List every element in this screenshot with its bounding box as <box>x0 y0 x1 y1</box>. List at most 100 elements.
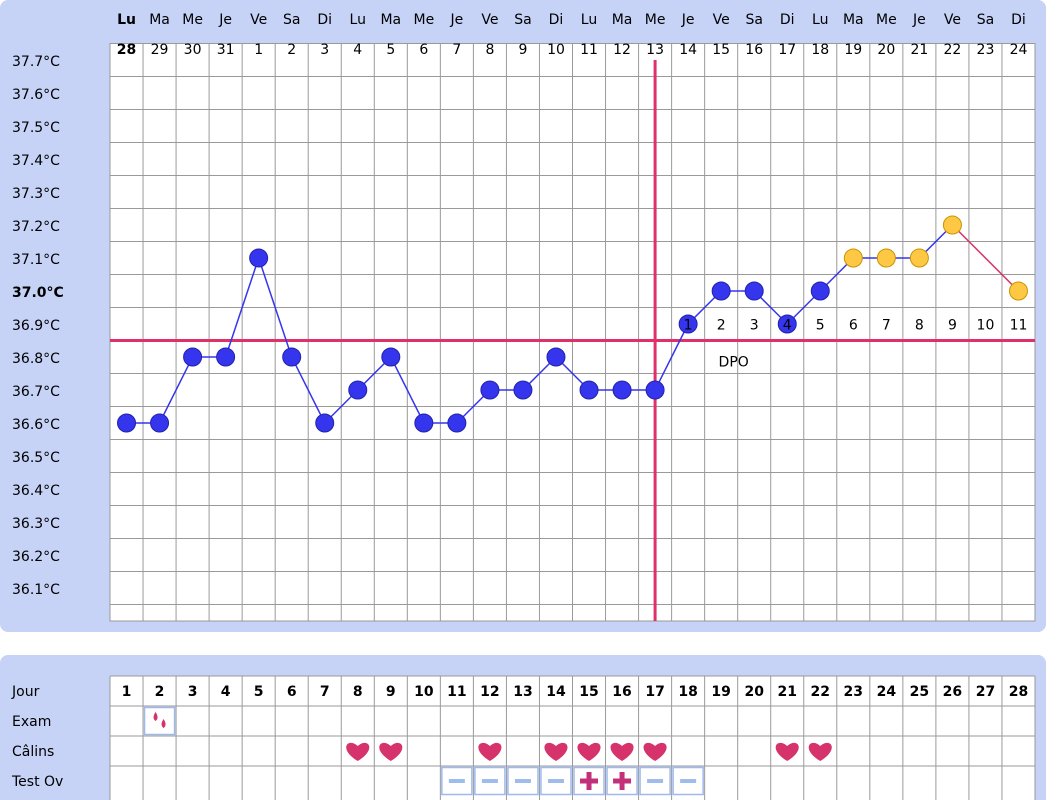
dpo-label: 4 <box>783 318 792 334</box>
day-number: 18 <box>678 684 697 700</box>
dpo-title: DPO <box>719 355 749 371</box>
y-tick-label: 37.5°C <box>12 120 60 136</box>
test-cell <box>474 766 506 796</box>
row-label: Jour <box>11 684 40 700</box>
date-label: 1 <box>254 42 263 58</box>
heart <box>346 742 370 761</box>
test-positive <box>580 772 599 790</box>
date-label: 10 <box>547 42 565 58</box>
weekday-label: Ve <box>250 12 267 28</box>
temperature-point <box>447 413 467 433</box>
weekday-label: Di <box>780 12 795 28</box>
dpo-label: 8 <box>915 318 924 334</box>
heart <box>544 742 568 761</box>
date-label: 11 <box>580 42 598 58</box>
weekday-label: Ve <box>481 12 498 28</box>
dpo-label: 1 <box>684 318 693 334</box>
day-number: 24 <box>877 684 897 700</box>
day-number: 9 <box>386 684 396 700</box>
day-number: 17 <box>645 684 664 700</box>
y-tick-label: 37.4°C <box>12 153 60 169</box>
temperature-point <box>546 347 566 367</box>
test-negative <box>448 779 465 783</box>
date-label: 13 <box>646 42 664 58</box>
date-label: 4 <box>353 42 362 58</box>
date-label: 22 <box>943 42 961 58</box>
exam-drop <box>153 712 166 728</box>
dpo-label: 10 <box>977 318 995 334</box>
y-tick-label: 37.7°C <box>12 54 60 70</box>
test-cell <box>639 766 671 796</box>
plot-border <box>109 43 1036 622</box>
weekday-label: Me <box>413 12 434 28</box>
day-number: 12 <box>480 684 499 700</box>
day-number: 11 <box>447 684 466 700</box>
date-label: 18 <box>811 42 829 58</box>
day-number: 2 <box>155 684 165 700</box>
weekday-label: Sa <box>514 12 531 28</box>
y-tick-label: 36.3°C <box>12 516 60 532</box>
test-negative <box>514 779 531 783</box>
date-label: 30 <box>184 42 202 58</box>
y-tick-label: 36.4°C <box>12 483 60 499</box>
weekday-label: Di <box>549 12 564 28</box>
date-label: 24 <box>1010 42 1028 58</box>
row-label: Câlins <box>12 744 54 760</box>
temperature-point <box>348 380 368 400</box>
heart <box>775 742 799 761</box>
temperature-point <box>216 347 236 367</box>
day-number: 23 <box>844 684 863 700</box>
day-number: 5 <box>254 684 264 700</box>
weekday-label: Sa <box>283 12 300 28</box>
weekday-label: Lu <box>350 12 366 28</box>
heart <box>478 742 502 761</box>
date-label: 28 <box>117 42 136 58</box>
date-label: 17 <box>778 42 796 58</box>
date-label: 9 <box>518 42 527 58</box>
weekday-label: Ma <box>380 12 401 28</box>
weekday-label: Di <box>317 12 332 28</box>
day-number: 27 <box>976 684 995 700</box>
weekday-label: Je <box>681 12 695 28</box>
test-cell <box>573 766 605 796</box>
date-label: 12 <box>613 42 631 58</box>
dpo-label: 5 <box>816 318 825 334</box>
gap-line <box>951 224 1020 292</box>
temperature-point <box>249 248 269 268</box>
day-number: 3 <box>188 684 198 700</box>
heart <box>610 742 634 761</box>
day-number: 28 <box>1009 684 1028 700</box>
weekday-label: Sa <box>745 12 762 28</box>
y-tick-label: 37.6°C <box>12 87 60 103</box>
day-number: 26 <box>943 684 962 700</box>
dpo-label: 9 <box>948 318 957 334</box>
test-cell <box>441 766 473 796</box>
date-label: 14 <box>679 42 697 58</box>
temperature-point <box>810 281 830 301</box>
weekday-label: Lu <box>812 12 828 28</box>
temperature-point <box>645 380 665 400</box>
temperature-point <box>678 314 698 334</box>
y-tick-label: 37.2°C <box>12 219 60 235</box>
weekday-label: Me <box>645 12 666 28</box>
test-positive <box>613 772 632 790</box>
weekday-label: Ma <box>149 12 170 28</box>
test-negative <box>680 779 697 783</box>
weekday-label: Ma <box>612 12 633 28</box>
day-number: 16 <box>612 684 631 700</box>
date-label: 19 <box>844 42 862 58</box>
date-label: 16 <box>745 42 763 58</box>
day-number: 14 <box>546 684 566 700</box>
temperature-point <box>711 281 731 301</box>
temperature-point <box>117 413 137 433</box>
day-number: 1 <box>122 684 132 700</box>
date-label: 6 <box>419 42 428 58</box>
day-number: 8 <box>353 684 363 700</box>
heart <box>577 742 601 761</box>
dpo-label: 3 <box>750 318 759 334</box>
heart <box>379 742 403 761</box>
y-tick-label: 36.5°C <box>12 450 60 466</box>
date-label: 15 <box>712 42 730 58</box>
temperature-point <box>909 248 929 268</box>
weekday-label: Di <box>1011 12 1026 28</box>
